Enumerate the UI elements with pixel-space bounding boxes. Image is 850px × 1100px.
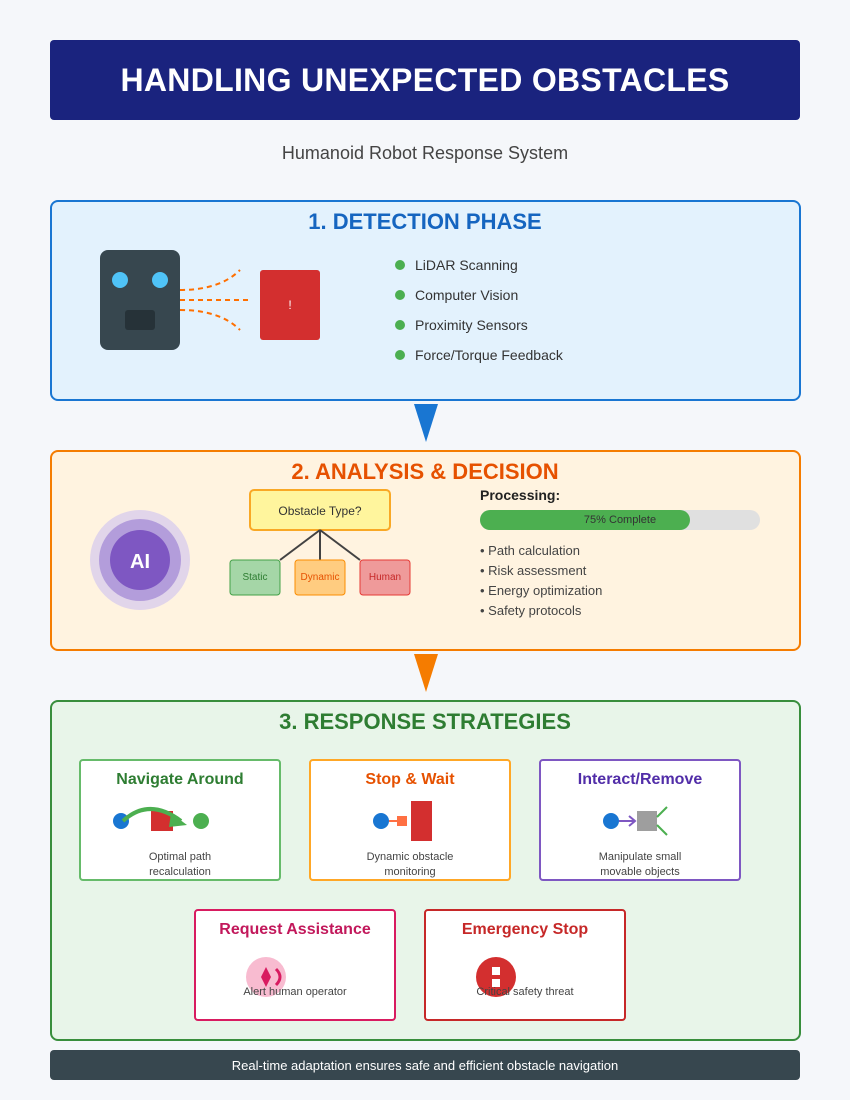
task-item: • Energy optimization bbox=[480, 583, 603, 598]
flow-arrow-down-icon bbox=[414, 404, 438, 442]
strategy-desc: Dynamic obstacle monitoring bbox=[311, 850, 509, 880]
strategy-title: Interact/Remove bbox=[577, 771, 703, 788]
sensor-item: Computer Vision bbox=[395, 280, 563, 310]
type-label-dynamic: Dynamic bbox=[301, 572, 340, 583]
sensor-label: LiDAR Scanning bbox=[415, 257, 518, 273]
type-label-human: Human bbox=[369, 572, 401, 583]
detection-illustration: ! bbox=[100, 250, 320, 350]
sensor-item: Force/Torque Feedback bbox=[395, 340, 563, 370]
emergency-stop-icon bbox=[476, 957, 516, 997]
page-title: HANDLING UNEXPECTED OBSTACLES bbox=[120, 61, 730, 98]
strategy-desc-line: Dynamic obstacle bbox=[366, 851, 454, 863]
strategy-card-interact: Interact/Remove Manipulate small movable… bbox=[539, 759, 741, 881]
strategy-title: Emergency Stop bbox=[461, 921, 589, 938]
type-label-static: Static bbox=[242, 572, 267, 583]
strategy-desc-line: monitoring bbox=[384, 866, 436, 878]
ai-label: AI bbox=[130, 551, 150, 573]
task-item: • Risk assessment bbox=[480, 563, 587, 578]
sensor-label: Computer Vision bbox=[415, 287, 519, 303]
sensor-waves bbox=[179, 269, 248, 331]
strategy-card-emergency-stop: Emergency Stop Critical safety threat bbox=[424, 909, 626, 1021]
stop-wait-icon bbox=[373, 801, 432, 841]
progress-text: 75% Complete bbox=[583, 514, 657, 526]
strategy-desc: Alert human operator bbox=[196, 985, 394, 1000]
strategy-title: Request Assistance bbox=[219, 921, 371, 938]
strategy-card-navigate: Navigate Around Optimal path recalculati… bbox=[79, 759, 281, 881]
processing-label: Processing: bbox=[480, 487, 561, 503]
strategy-desc: Optimal path recalculation bbox=[81, 850, 279, 880]
strategy-title: Stop & Wait bbox=[365, 771, 455, 788]
type-node-static bbox=[229, 559, 281, 596]
obstacle-alert-symbol: ! bbox=[288, 298, 291, 312]
decision-label: Obstacle Type? bbox=[278, 504, 361, 518]
strategy-card-request-assistance: Request Assistance Alert human operator bbox=[194, 909, 396, 1021]
bullet-dot-icon bbox=[395, 290, 405, 300]
obstacle-icon: ! bbox=[260, 270, 320, 340]
ai-processor-icon: AI bbox=[90, 510, 190, 610]
task-item: • Path calculation bbox=[480, 543, 580, 558]
signal-alert-icon bbox=[246, 957, 286, 997]
type-node-human bbox=[359, 559, 411, 596]
sensor-label: Proximity Sensors bbox=[415, 317, 528, 333]
progress-fill bbox=[480, 510, 690, 530]
type-node-dynamic bbox=[294, 559, 346, 596]
strategy-card-stop-wait: Stop & Wait Dynamic obstacle monitoring bbox=[309, 759, 511, 881]
processing-task-list: • Path calculation • Risk assessment • E… bbox=[480, 542, 602, 622]
strategy-desc: Manipulate small movable objects bbox=[541, 850, 739, 880]
sensor-label: Force/Torque Feedback bbox=[415, 347, 563, 363]
flow-arrow-down-icon bbox=[414, 654, 438, 692]
bullet-dot-icon bbox=[395, 260, 405, 270]
robot-head-icon bbox=[100, 250, 180, 350]
sensor-item: Proximity Sensors bbox=[395, 310, 563, 340]
sensor-item: LiDAR Scanning bbox=[395, 250, 563, 280]
footer-banner: Real-time adaptation ensures safe and ef… bbox=[50, 1050, 800, 1080]
strategy-title: Navigate Around bbox=[116, 771, 244, 788]
processing-progress-bar: 75% Complete bbox=[480, 510, 760, 530]
response-phase-title: 3. RESPONSE STRATEGIES bbox=[279, 709, 571, 734]
title-banner: HANDLING UNEXPECTED OBSTACLES bbox=[50, 40, 800, 120]
detection-phase-title: 1. DETECTION PHASE bbox=[308, 209, 542, 234]
bullet-dot-icon bbox=[395, 350, 405, 360]
sensor-list: LiDAR Scanning Computer Vision Proximity… bbox=[395, 250, 563, 370]
footer-text: Real-time adaptation ensures safe and ef… bbox=[231, 1057, 619, 1073]
strategy-desc-line: Alert human operator bbox=[243, 986, 347, 998]
strategy-desc-line: Manipulate small bbox=[598, 851, 682, 863]
strategy-desc-line: movable objects bbox=[600, 866, 680, 878]
navigate-around-icon bbox=[113, 807, 209, 831]
task-item: • Safety protocols bbox=[480, 603, 582, 618]
strategy-desc-line: Critical safety threat bbox=[476, 986, 574, 998]
page-subtitle: Humanoid Robot Response System bbox=[281, 143, 569, 163]
decision-tree: Obstacle Type? Static Dynamic Human bbox=[229, 489, 411, 596]
bullet-dot-icon bbox=[395, 320, 405, 330]
analysis-phase-title: 2. ANALYSIS & DECISION bbox=[291, 459, 559, 484]
robotic-gripper-icon bbox=[603, 806, 668, 836]
strategy-desc-line: Optimal path bbox=[148, 851, 212, 863]
decision-branches bbox=[279, 529, 361, 561]
strategy-desc-line: recalculation bbox=[149, 866, 211, 878]
strategy-desc: Critical safety threat bbox=[426, 985, 624, 1000]
